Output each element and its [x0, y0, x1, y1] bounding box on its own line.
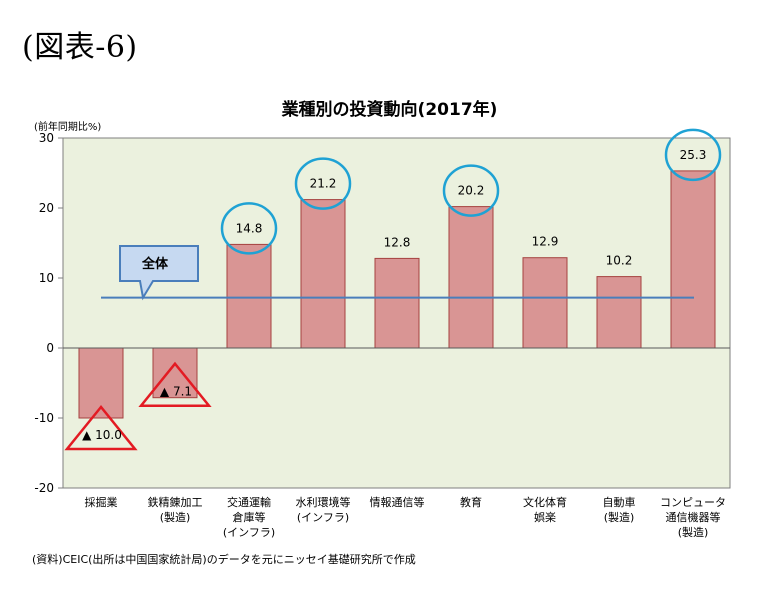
category-label: 教育 — [460, 495, 482, 509]
category-label: 鉄精錬加工 — [148, 495, 203, 509]
bar-value-label: 14.8 — [236, 221, 263, 235]
chart-title: 業種別の投資動向(2017年) — [281, 100, 498, 120]
bar-value-label: 12.9 — [532, 235, 559, 249]
y-tick-label: 30 — [39, 131, 54, 145]
bar-value-label: 12.8 — [384, 235, 411, 249]
bar-value-label: 21.2 — [310, 177, 337, 191]
bar — [152, 347, 198, 399]
category-label: 採掘業 — [85, 495, 118, 509]
bar — [374, 257, 420, 349]
bar-value-label: ▲ 10.0 — [82, 428, 122, 442]
y-tick-label: 10 — [39, 271, 54, 285]
bar-value-label: 25.3 — [680, 148, 707, 162]
overall-callout-label: 全体 — [141, 256, 169, 272]
category-label: 倉庫等 — [233, 510, 266, 524]
category-label: 通信機器等 — [666, 510, 721, 524]
category-label: (インフラ) — [223, 526, 275, 539]
bar — [596, 276, 642, 349]
y-axis-unit-label: (前年同期比%) — [34, 122, 102, 133]
bar-value-label: 20.2 — [458, 184, 485, 198]
bar — [522, 257, 568, 349]
bar — [448, 206, 494, 349]
category-label: 娯楽 — [534, 510, 556, 524]
category-label: (製造) — [160, 510, 191, 524]
y-tick-label: -20 — [34, 481, 54, 495]
highlight-triangle — [64, 405, 138, 451]
bar — [670, 170, 716, 349]
figure-label: (図表-6) — [22, 30, 138, 65]
category-label: 交通運輸 — [227, 495, 271, 509]
category-label: (製造) — [604, 510, 635, 524]
highlight-marks — [64, 128, 722, 451]
category-label: (インフラ) — [297, 511, 349, 524]
highlight-circle — [294, 157, 352, 210]
bar — [300, 199, 346, 349]
highlight-circle — [442, 164, 500, 217]
bar-value-label: 10.2 — [606, 254, 633, 268]
highlight-circle — [220, 202, 278, 255]
highlight-triangle — [138, 361, 212, 407]
overall-callout: 全体 — [119, 245, 199, 301]
bar-value-label: ▲ 7.1 — [160, 385, 192, 399]
category-label: コンピュータ — [660, 496, 726, 509]
y-tick-label: -10 — [34, 411, 54, 425]
data-labels: ▲ 10.0 ▲ 7.1 14.8 21.2 12.8 20.2 12.9 10.2 25.3 — [82, 148, 706, 442]
x-axis-categories: 採掘業 鉄精錬加工(製造)交通運輸倉庫等(インフラ)水利環境等(インフラ)情報通信… — [85, 495, 727, 539]
y-tick-label: 0 — [46, 341, 54, 355]
category-label: 水利環境等 — [296, 495, 351, 509]
category-label: 情報通信等 — [370, 495, 425, 509]
y-tick-label: 20 — [39, 201, 54, 215]
category-label: 自動車 — [603, 495, 636, 509]
highlight-circle — [664, 128, 722, 182]
overall-callout-box — [119, 245, 199, 301]
source-note: (資料)CEIC(出所は中国国家統計局)のデータを元にニッセイ基礎研究所で作成 — [32, 553, 416, 566]
category-label: (製造) — [678, 525, 709, 539]
category-label: 文化体育 — [523, 495, 567, 509]
bar — [226, 243, 272, 349]
bars-group — [78, 170, 716, 419]
y-axis: -20 -10 0 10 20 30 — [34, 131, 63, 495]
